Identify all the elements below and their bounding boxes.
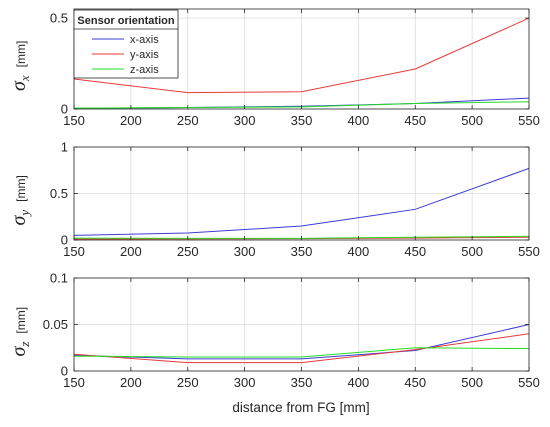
y-axis-label-text: σz [mm] [8, 307, 32, 357]
x-tick-label: 300 [234, 375, 256, 390]
x-tick-label: 350 [291, 244, 313, 259]
y-axis-label-subscript: y [17, 210, 32, 218]
x-tick-label: 500 [461, 375, 483, 390]
x-tick-label: 400 [348, 244, 370, 259]
sigma-y-panel: 150 200 250 300 350 400 450 500 550 0 0.5 1 σy [mm] [8, 140, 540, 260]
x-tick-label: 350 [291, 113, 313, 128]
x-tick-label: 450 [404, 375, 426, 390]
legend-entry: y-axis [130, 49, 159, 61]
series-line-zaxis [73, 347, 530, 358]
x-axis-label: distance from FG [mm] [232, 400, 369, 415]
x-tick-label: 550 [518, 244, 540, 259]
y-axis-label: σy [mm] [8, 175, 32, 225]
y-tick-label: 0 [61, 233, 68, 248]
series-line-yaxis [73, 17, 530, 94]
y-tick-label: 0 [61, 364, 68, 379]
y-axis-label-unit: [mm] [14, 41, 28, 68]
x-tick-label: 450 [404, 244, 426, 259]
y-axis-label-symbol: σ [8, 346, 30, 357]
x-tick-label: 200 [120, 375, 142, 390]
y-axis-label-symbol: σ [8, 80, 30, 91]
x-tick-label: 250 [177, 375, 199, 390]
y-tick-label: 1 [61, 140, 68, 155]
x-tick-label: 550 [518, 113, 540, 128]
y-axis-label: σz [mm] [8, 307, 32, 357]
y-axis-label-unit: [mm] [14, 307, 28, 334]
x-tick-label: 550 [518, 375, 540, 390]
x-tick-label: 200 [120, 113, 142, 128]
series-line-yaxis [73, 333, 530, 364]
legend-box [73, 9, 179, 79]
y-axis-label-text: σx [mm] [8, 41, 32, 91]
legend-entry: z-axis [130, 64, 159, 76]
x-tick-label: 250 [177, 244, 199, 259]
y-tick-label: 0.1 [50, 271, 68, 286]
x-tick-label: 150 [63, 375, 85, 390]
series-line-xaxis [73, 167, 530, 236]
x-tick-label: 400 [348, 375, 370, 390]
y-axis-label-subscript: z [17, 342, 32, 348]
y-axis-label-unit: [mm] [14, 175, 28, 202]
y-axis-label-text: σy [mm] [8, 175, 32, 225]
x-tick-label: 200 [120, 244, 142, 259]
y-tick-label: 0 [61, 102, 68, 117]
x-tick-label: 250 [177, 113, 199, 128]
legend-entry: x-axis [130, 34, 159, 46]
x-tick-label: 300 [234, 244, 256, 259]
x-tick-label: 150 [63, 244, 85, 259]
x-tick-label: 300 [234, 113, 256, 128]
x-tick-label: 150 [63, 113, 85, 128]
x-tick-label: 500 [461, 113, 483, 128]
legend-title: Sensor orientation [77, 15, 174, 27]
legend: Sensor orientation x-axis y-axis z-axis [73, 9, 179, 79]
x-tick-label: 350 [291, 375, 313, 390]
x-tick-label: 500 [461, 244, 483, 259]
x-tick-label: 400 [348, 113, 370, 128]
y-axis-label-subscript: x [17, 75, 32, 82]
y-tick-label: 0.5 [50, 11, 68, 26]
y-axis-label-symbol: σ [8, 215, 30, 226]
y-axis-label: σx [mm] [8, 41, 32, 91]
x-tick-label: 450 [404, 113, 426, 128]
sigma-z-panel: 150 200 250 300 350 400 450 500 550 0 0.05 0.1 σz [mm… [8, 271, 540, 391]
y-tick-label: 0.5 [50, 186, 68, 201]
y-tick-label: 0.05 [43, 317, 68, 332]
series-line-xaxis [73, 324, 530, 360]
